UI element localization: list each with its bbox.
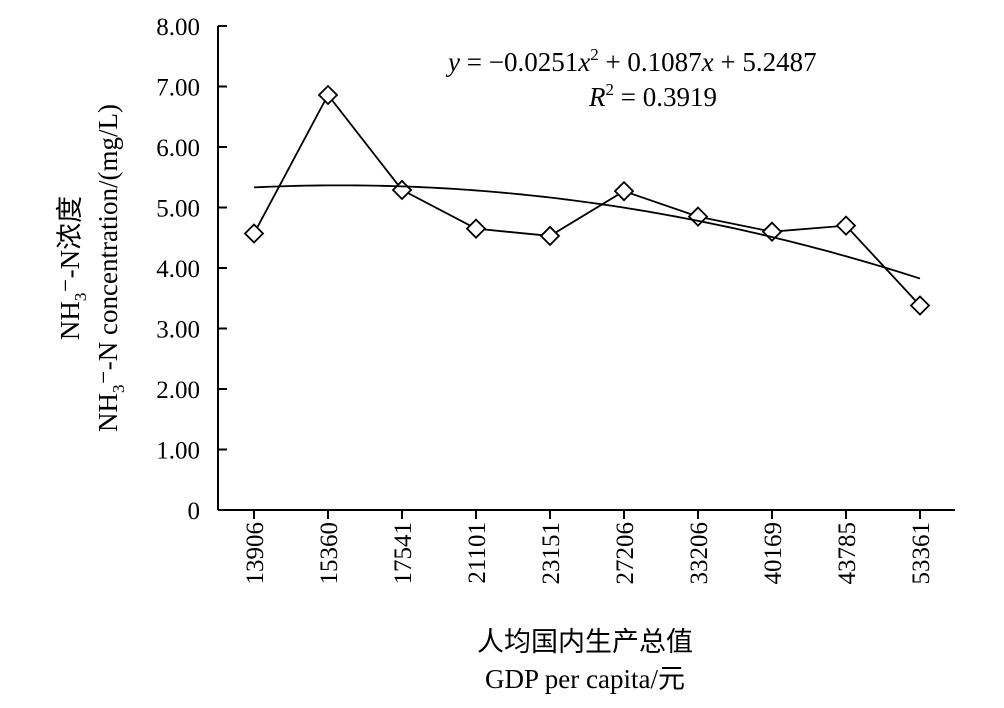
y-tick-label: 0 bbox=[188, 498, 201, 525]
y-tick-label: 7.00 bbox=[156, 75, 200, 102]
y-tick-label: 2.00 bbox=[156, 377, 200, 404]
data-point bbox=[243, 223, 265, 244]
data-point bbox=[835, 215, 857, 236]
y-tick-label: 5.00 bbox=[156, 196, 200, 223]
trendline-layer bbox=[253, 184, 921, 280]
data-point bbox=[909, 295, 931, 316]
data-point bbox=[465, 218, 487, 239]
y-axis-title-cn: NH3⁻-N浓度 bbox=[55, 196, 90, 340]
y-tick-label: 4.00 bbox=[156, 256, 200, 283]
series-layer bbox=[243, 84, 931, 316]
x-tick-label: 23151 bbox=[538, 522, 565, 585]
x-tick-label: 43785 bbox=[834, 522, 861, 585]
y-tick-label: 3.00 bbox=[156, 317, 200, 344]
y-axis: 0 1.00 2.00 3.00 4.00 5.00 6.00 7.00 8.00 bbox=[156, 14, 227, 525]
x-tick-label: 13906 bbox=[242, 522, 269, 585]
x-axis-title-cn: 人均国内生产总值 bbox=[477, 627, 693, 657]
data-point bbox=[391, 179, 413, 201]
data-point bbox=[317, 84, 339, 106]
data-point bbox=[539, 225, 561, 247]
data-point bbox=[613, 180, 635, 202]
x-tick-label: 21101 bbox=[464, 522, 491, 584]
y-tick-label: 6.00 bbox=[156, 135, 200, 162]
x-tick-label: 53361 bbox=[908, 522, 935, 585]
x-axis: 13906 15360 17541 21101 23151 27206 33206 40169… bbox=[218, 509, 955, 585]
x-tick-label: 27206 bbox=[612, 522, 639, 585]
trend-equation: y = −0.0251x2 + 0.1087x + 5.2487 bbox=[445, 45, 817, 77]
x-tick-label: 40169 bbox=[760, 522, 787, 585]
x-tick-label: 33206 bbox=[686, 522, 713, 585]
trend-r-squared: R2 = 0.3919 bbox=[588, 80, 717, 112]
series-line bbox=[253, 93, 921, 307]
y-tick-label: 8.00 bbox=[156, 14, 200, 41]
trendline bbox=[253, 184, 921, 280]
x-tick-label: 17541 bbox=[390, 522, 417, 585]
y-axis-title-en: NH3⁻-N concentration/(mg/L) bbox=[93, 104, 128, 432]
y-tick-label: 1.00 bbox=[156, 438, 200, 465]
x-tick-label: 15360 bbox=[316, 522, 343, 585]
x-axis-title-en: GDP per capita/元 bbox=[485, 664, 685, 694]
